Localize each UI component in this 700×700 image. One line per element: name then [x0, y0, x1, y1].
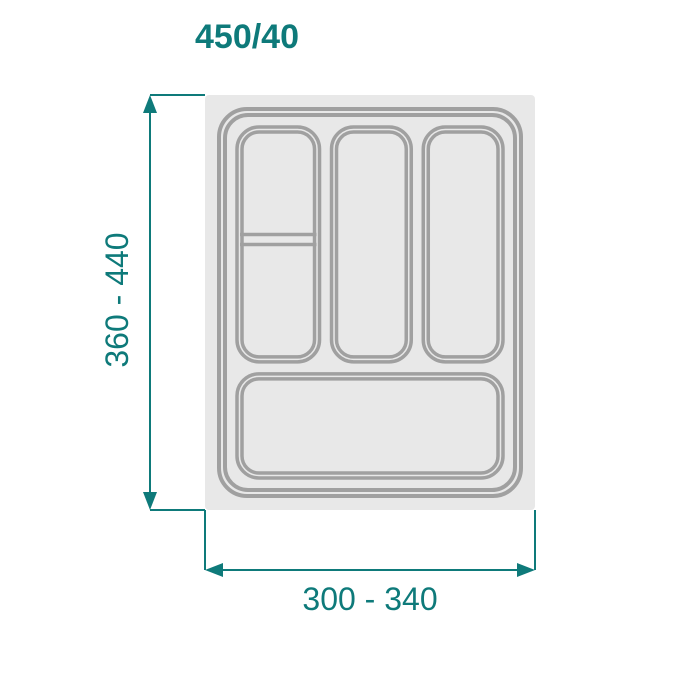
product-title: 450/40 [195, 18, 299, 56]
dimension-arrowhead [517, 563, 535, 577]
dimension-arrowhead [205, 563, 223, 577]
tray-outline [205, 95, 535, 510]
dimension-arrowhead [143, 492, 157, 510]
dimension-arrowhead [143, 95, 157, 113]
height-dimension-label: 360 - 440 [99, 232, 135, 367]
width-dimension-label: 300 - 340 [302, 581, 437, 617]
